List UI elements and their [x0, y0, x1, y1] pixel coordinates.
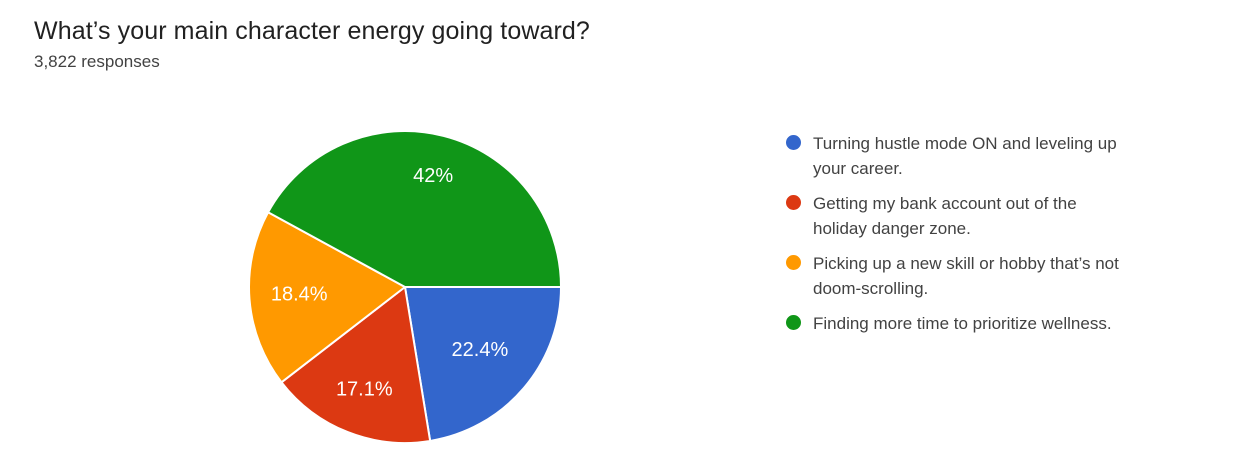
page-title: What’s your main character energy going … — [34, 17, 590, 45]
pie-chart: 22.4% 17.1% 18.4% 42% — [248, 130, 562, 444]
pie-slice-label: 42% — [413, 165, 453, 187]
legend-swatch-icon — [786, 135, 801, 150]
legend-item-1: Getting my bank account out of the holida… — [786, 191, 1119, 241]
legend-label: Picking up a new skill or hobby that’s n… — [813, 254, 1119, 298]
chart-legend: Turning hustle mode ON and leveling up yo… — [786, 131, 1119, 346]
pie-slice-1[interactable] — [280, 286, 432, 444]
response-count: 3,822 responses — [34, 52, 160, 71]
chart-header: What’s your main character energy going … — [34, 14, 590, 73]
legend-swatch-icon — [786, 255, 801, 270]
legend-item-3: Finding more time to prioritize wellness… — [786, 311, 1119, 336]
pie-slice-0[interactable] — [404, 286, 562, 442]
legend-swatch-icon — [786, 315, 801, 330]
legend-swatch-icon — [786, 195, 801, 210]
legend-label: Getting my bank account out of the holida… — [813, 194, 1077, 238]
pie-slice-label: 17.1% — [336, 378, 393, 400]
pie-slice-2[interactable] — [248, 211, 406, 384]
pie-slice-3[interactable] — [267, 130, 562, 288]
pie-slice-label: 22.4% — [452, 339, 509, 361]
pie-slice-label: 18.4% — [271, 284, 328, 306]
legend-label: Turning hustle mode ON and leveling up yo… — [813, 134, 1117, 178]
legend-item-2: Picking up a new skill or hobby that’s n… — [786, 251, 1119, 301]
legend-label: Finding more time to prioritize wellness… — [813, 314, 1112, 333]
legend-item-0: Turning hustle mode ON and leveling up yo… — [786, 131, 1119, 181]
